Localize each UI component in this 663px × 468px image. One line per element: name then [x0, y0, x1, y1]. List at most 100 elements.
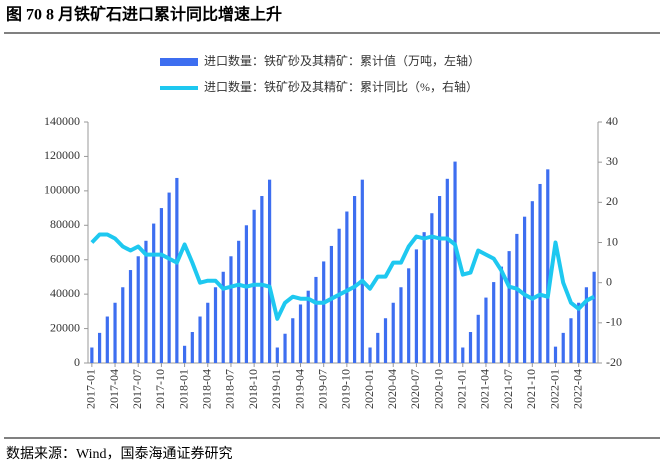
y-tick-label: 60000 — [50, 251, 80, 265]
line — [90, 232, 596, 321]
y2-tick-label: -20 — [606, 355, 622, 369]
bar — [407, 268, 411, 363]
bar — [260, 196, 264, 363]
bar — [322, 261, 326, 363]
x-tick-label: 2018-10 — [246, 369, 260, 409]
bar — [90, 347, 94, 363]
bar — [522, 216, 527, 363]
x-tick-label: 2017-04 — [107, 369, 121, 409]
y-tick-label: 140000 — [44, 114, 80, 128]
bar — [453, 161, 457, 363]
bar — [113, 302, 117, 363]
x-tick-label: 2018-07 — [223, 369, 237, 409]
bar — [492, 282, 496, 363]
bar — [182, 345, 187, 363]
bar — [283, 333, 287, 363]
bar — [345, 211, 349, 363]
bar — [275, 347, 279, 363]
bar — [229, 256, 233, 363]
y-tick-label: 20000 — [50, 320, 80, 334]
x-tick-label: 2021-07 — [501, 369, 515, 409]
y-tick-label: 100000 — [44, 183, 80, 197]
x-tick-label: 2017-01 — [84, 369, 98, 409]
bar — [291, 318, 295, 363]
x-tick-label: 2019-01 — [269, 369, 283, 409]
bar — [213, 287, 218, 363]
bar — [399, 287, 403, 363]
x-tick-label: 2017-07 — [130, 369, 144, 409]
x-tick-label: 2020-01 — [362, 369, 376, 409]
x-tick-label: 2018-01 — [176, 369, 190, 409]
x-tick-label: 2022-04 — [570, 369, 584, 409]
y2-tick-label: 0 — [606, 274, 612, 288]
bar — [144, 240, 148, 363]
bar — [561, 332, 565, 363]
bar — [206, 302, 210, 363]
y2-tick-label: 40 — [606, 114, 618, 128]
bar — [569, 318, 573, 363]
legend-swatch — [160, 58, 198, 66]
source: 数据来源：Wind，国泰海通证券研究 — [6, 446, 233, 462]
bar — [175, 177, 179, 363]
bar — [584, 287, 589, 363]
bar — [422, 232, 426, 363]
y-tick-label: 80000 — [50, 217, 80, 231]
bar — [538, 183, 542, 363]
x-tick-label: 2022-01 — [547, 369, 561, 409]
bar — [515, 233, 519, 363]
bar — [121, 287, 125, 363]
bar — [298, 304, 303, 363]
bar — [430, 213, 434, 363]
x-tick-label: 2021-10 — [524, 369, 538, 409]
bar — [314, 276, 318, 363]
bar — [190, 332, 194, 363]
bar — [105, 316, 109, 363]
bar — [159, 208, 164, 363]
y2-tick-label: 10 — [606, 234, 618, 248]
bar — [306, 290, 310, 363]
legend-label: 进口数量：铁矿砂及其精矿：累计值（万吨，左轴） — [204, 53, 480, 68]
x-tick-label: 2021-01 — [455, 369, 469, 409]
bar — [244, 225, 249, 363]
y2-tick-label: -10 — [606, 315, 622, 329]
bar — [198, 316, 202, 363]
x-tick-label: 2017-10 — [153, 369, 167, 409]
bar — [461, 347, 465, 363]
x-tick-label: 2020-07 — [408, 369, 422, 409]
x-tick-label: 2021-04 — [478, 369, 492, 409]
bar — [267, 179, 272, 363]
bar — [445, 178, 449, 363]
bar — [97, 332, 102, 363]
bar — [136, 256, 140, 363]
bar — [546, 169, 550, 363]
bar — [368, 347, 372, 363]
x-tick-label: 2019-04 — [292, 369, 306, 409]
x-tick-label: 2020-10 — [431, 369, 445, 409]
bar — [592, 271, 596, 363]
bar — [414, 249, 419, 363]
x-tick-label: 2019-07 — [315, 369, 329, 409]
bar — [391, 302, 395, 363]
y-tick-label: 0 — [74, 355, 80, 369]
y-tick-label: 40000 — [50, 286, 80, 300]
bar — [437, 196, 442, 363]
bar — [530, 201, 534, 363]
bar — [476, 314, 480, 363]
y-tick-label: 120000 — [44, 148, 80, 162]
bar — [507, 251, 511, 363]
bar — [329, 245, 334, 363]
bar — [553, 346, 558, 363]
bar — [360, 179, 364, 363]
bar — [352, 196, 357, 363]
bar — [376, 332, 380, 363]
bar — [167, 192, 171, 363]
y2-tick-label: 30 — [606, 154, 618, 168]
bar — [128, 270, 133, 363]
x-tick-label: 2018-04 — [200, 369, 214, 409]
bar — [499, 266, 504, 363]
legend-label: 进口数量：铁矿砂及其精矿：累计同比（%，右轴） — [204, 79, 478, 94]
bar — [577, 302, 581, 363]
bar — [484, 297, 488, 363]
